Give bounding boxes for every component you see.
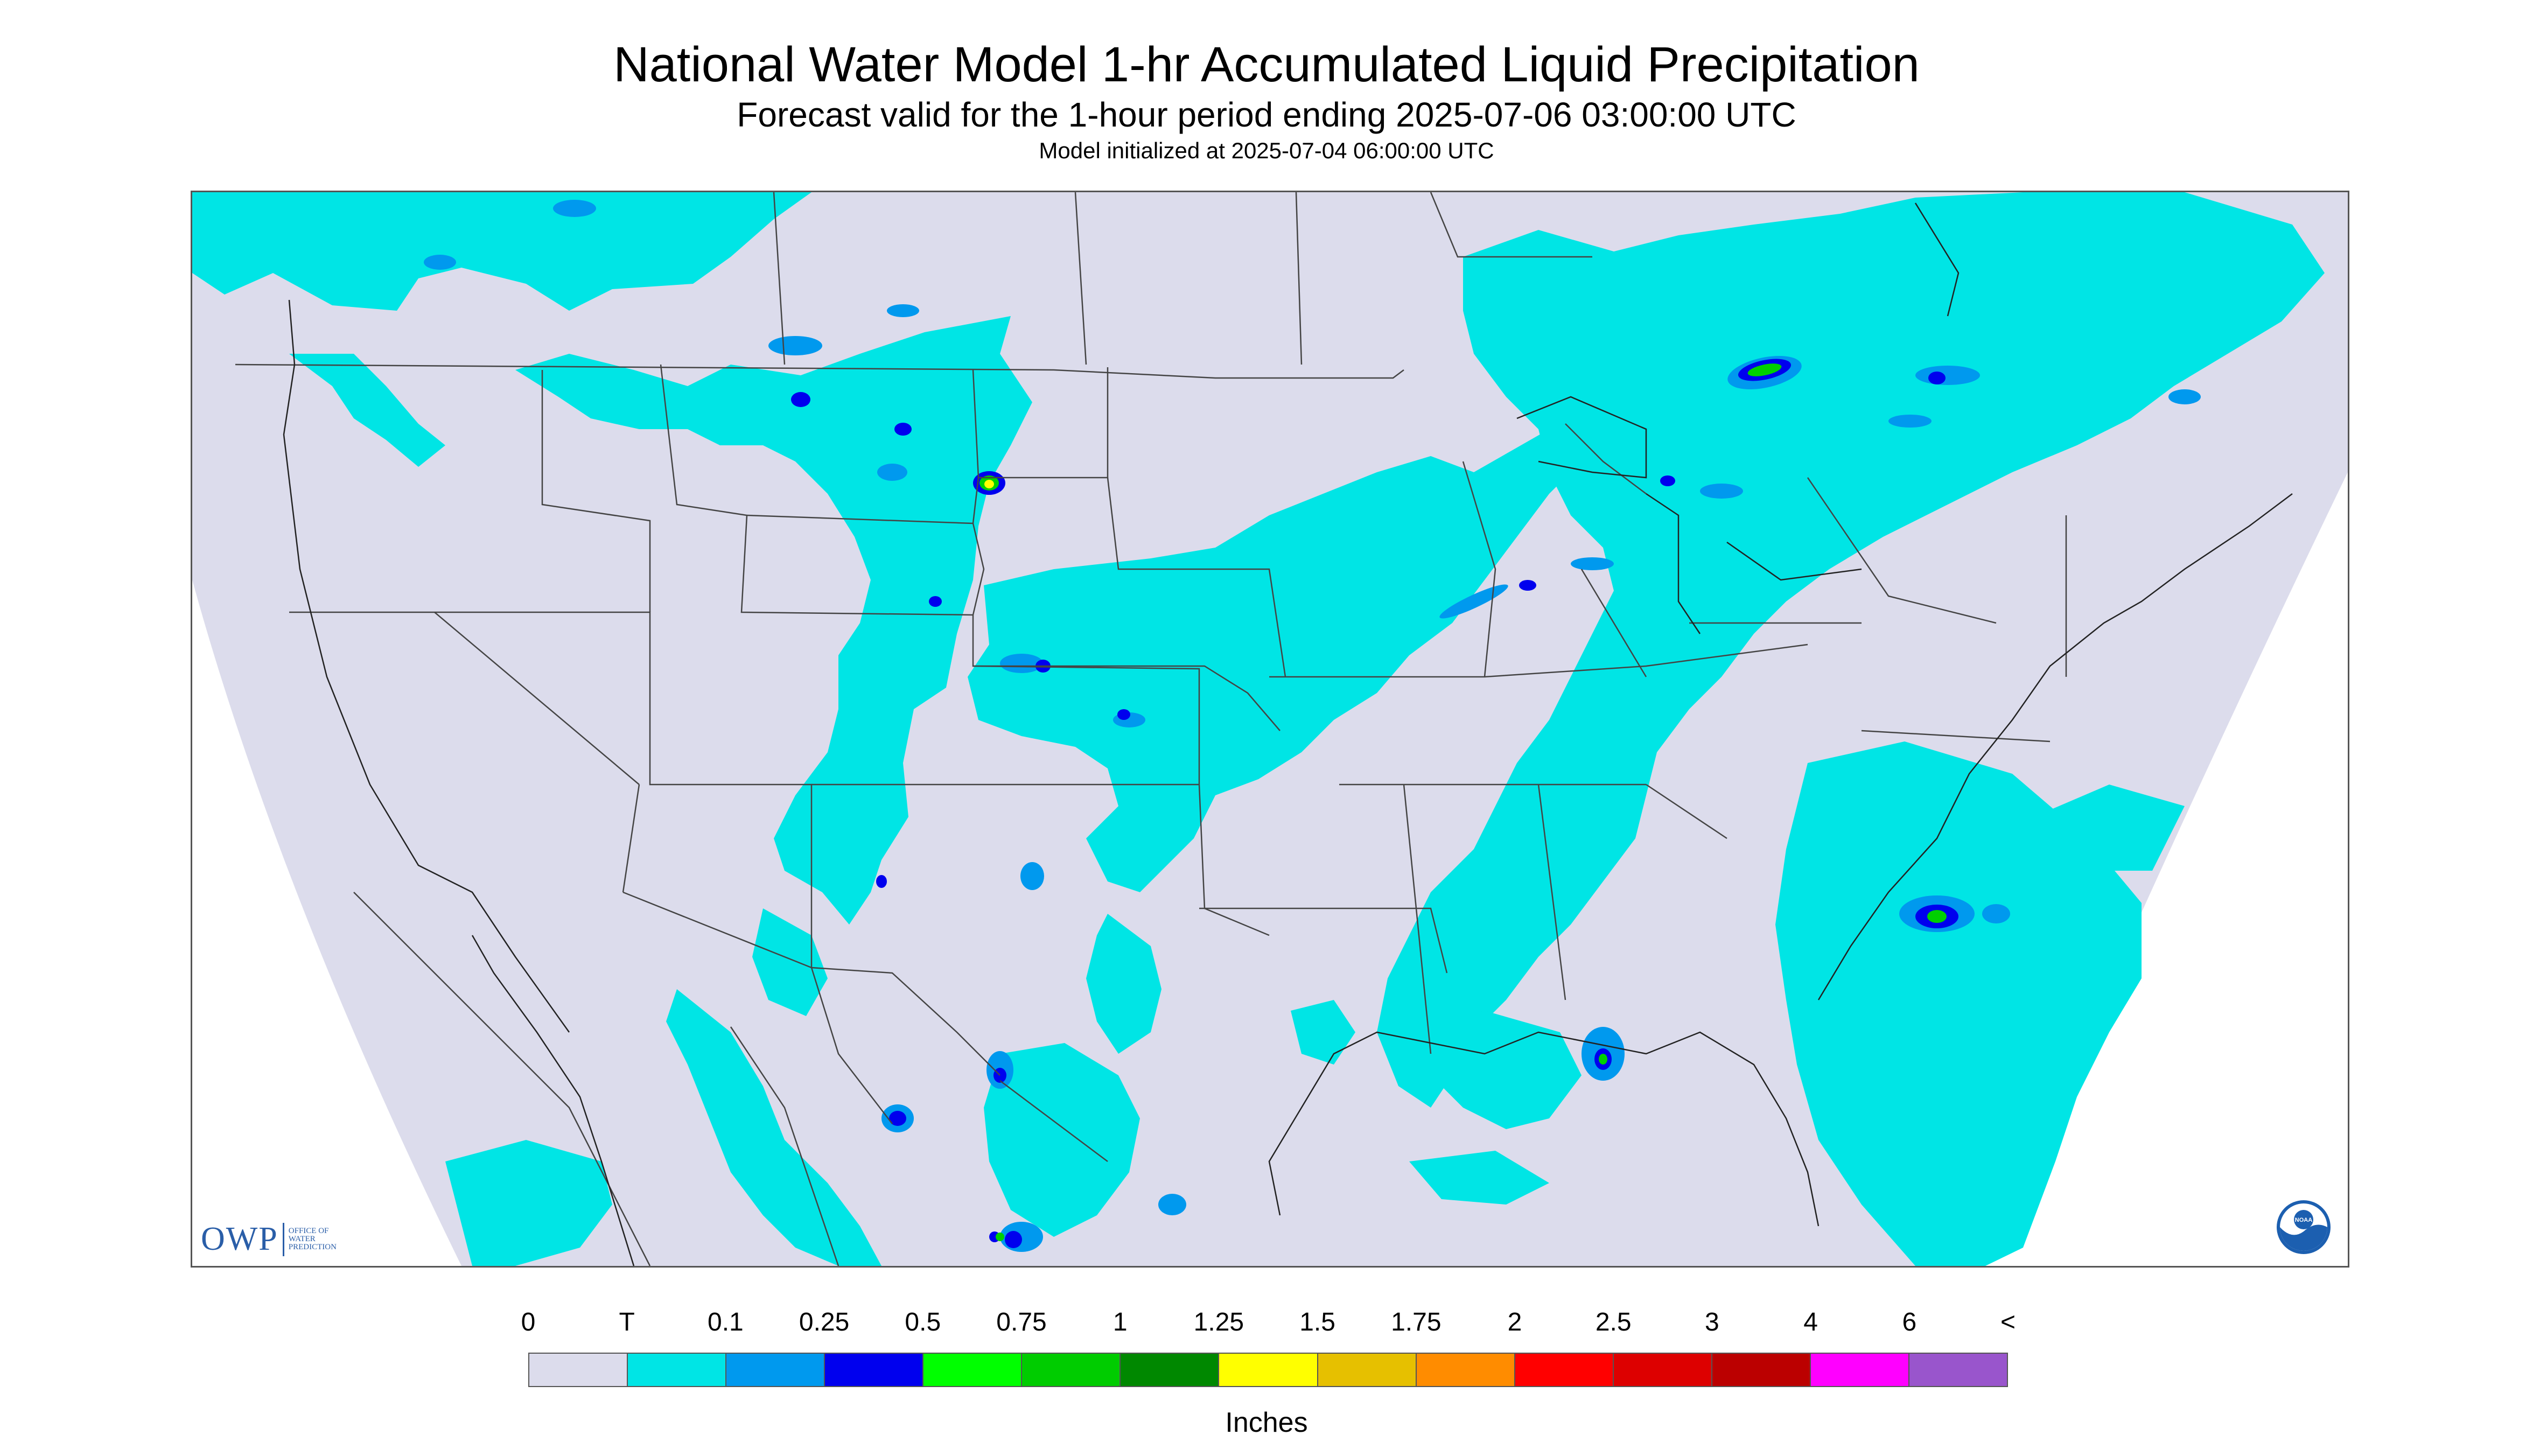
legend-tick-label: 1.5	[1299, 1308, 1335, 1336]
legend-tick-label: 4	[1803, 1308, 1818, 1336]
legend-tick-label: 1.25	[1193, 1308, 1244, 1336]
owp-logo: OWP OFFICE OF WATER PREDICTION	[201, 1220, 337, 1258]
legend-swatch	[825, 1354, 924, 1386]
precipitation-map: OWP OFFICE OF WATER PREDICTION NOAA	[191, 191, 2349, 1268]
legend-swatch	[1121, 1354, 1220, 1386]
legend-tick-label: 3	[1705, 1308, 1719, 1336]
legend-swatch	[1712, 1354, 1811, 1386]
legend-tick-label: 0.75	[996, 1308, 1047, 1336]
legend-tick-label: 0.1	[708, 1308, 744, 1336]
map-canvas	[192, 192, 2348, 1266]
legend-swatch	[1613, 1354, 1712, 1386]
legend-tick-label: T	[619, 1308, 635, 1336]
coastlines	[283, 202, 2293, 1266]
legend-tick-label: 6	[1902, 1308, 1917, 1336]
legend-tick-label: <	[2000, 1308, 2016, 1336]
legend-swatch	[1909, 1354, 2007, 1386]
legend-swatch	[726, 1354, 825, 1386]
legend-tick-label: 2.5	[1595, 1308, 1632, 1336]
legend-swatch	[1219, 1354, 1318, 1386]
owp-logo-subtext: OFFICE OF WATER PREDICTION	[288, 1227, 337, 1251]
owp-logo-text: OWP	[201, 1221, 278, 1257]
svg-text:NOAA: NOAA	[2295, 1217, 2312, 1223]
map-subtitle: Forecast valid for the 1-hour period end…	[737, 95, 1796, 134]
legend-swatch	[1416, 1354, 1515, 1386]
political-boundaries	[235, 192, 2067, 1266]
map-title: National Water Model 1-hr Accumulated Li…	[613, 37, 1920, 92]
legend-swatch	[628, 1354, 727, 1386]
legend-swatch	[1515, 1354, 1614, 1386]
legend-swatch	[1022, 1354, 1121, 1386]
legend-tick-label: 0.5	[905, 1308, 941, 1336]
legend-units-label: Inches	[1225, 1407, 1308, 1438]
legend-tick-label: 1.75	[1391, 1308, 1442, 1336]
legend-swatch	[923, 1354, 1023, 1386]
legend-swatch	[529, 1354, 628, 1386]
legend-tick-label: 2	[1507, 1308, 1522, 1336]
model-init-line: Model initialized at 2025-07-04 06:00:00…	[1039, 138, 1494, 163]
legend-tick-label: 0.25	[799, 1308, 850, 1336]
noaa-emblem-icon: NOAA	[2277, 1200, 2331, 1254]
precip-max	[984, 480, 994, 488]
legend-tick-label: 0	[521, 1308, 536, 1336]
color-legend	[528, 1353, 2008, 1387]
legend-swatch	[1810, 1354, 1909, 1386]
owp-logo-divider	[282, 1222, 284, 1256]
legend-swatch	[1318, 1354, 1417, 1386]
legend-tick-label: 1	[1112, 1308, 1128, 1336]
